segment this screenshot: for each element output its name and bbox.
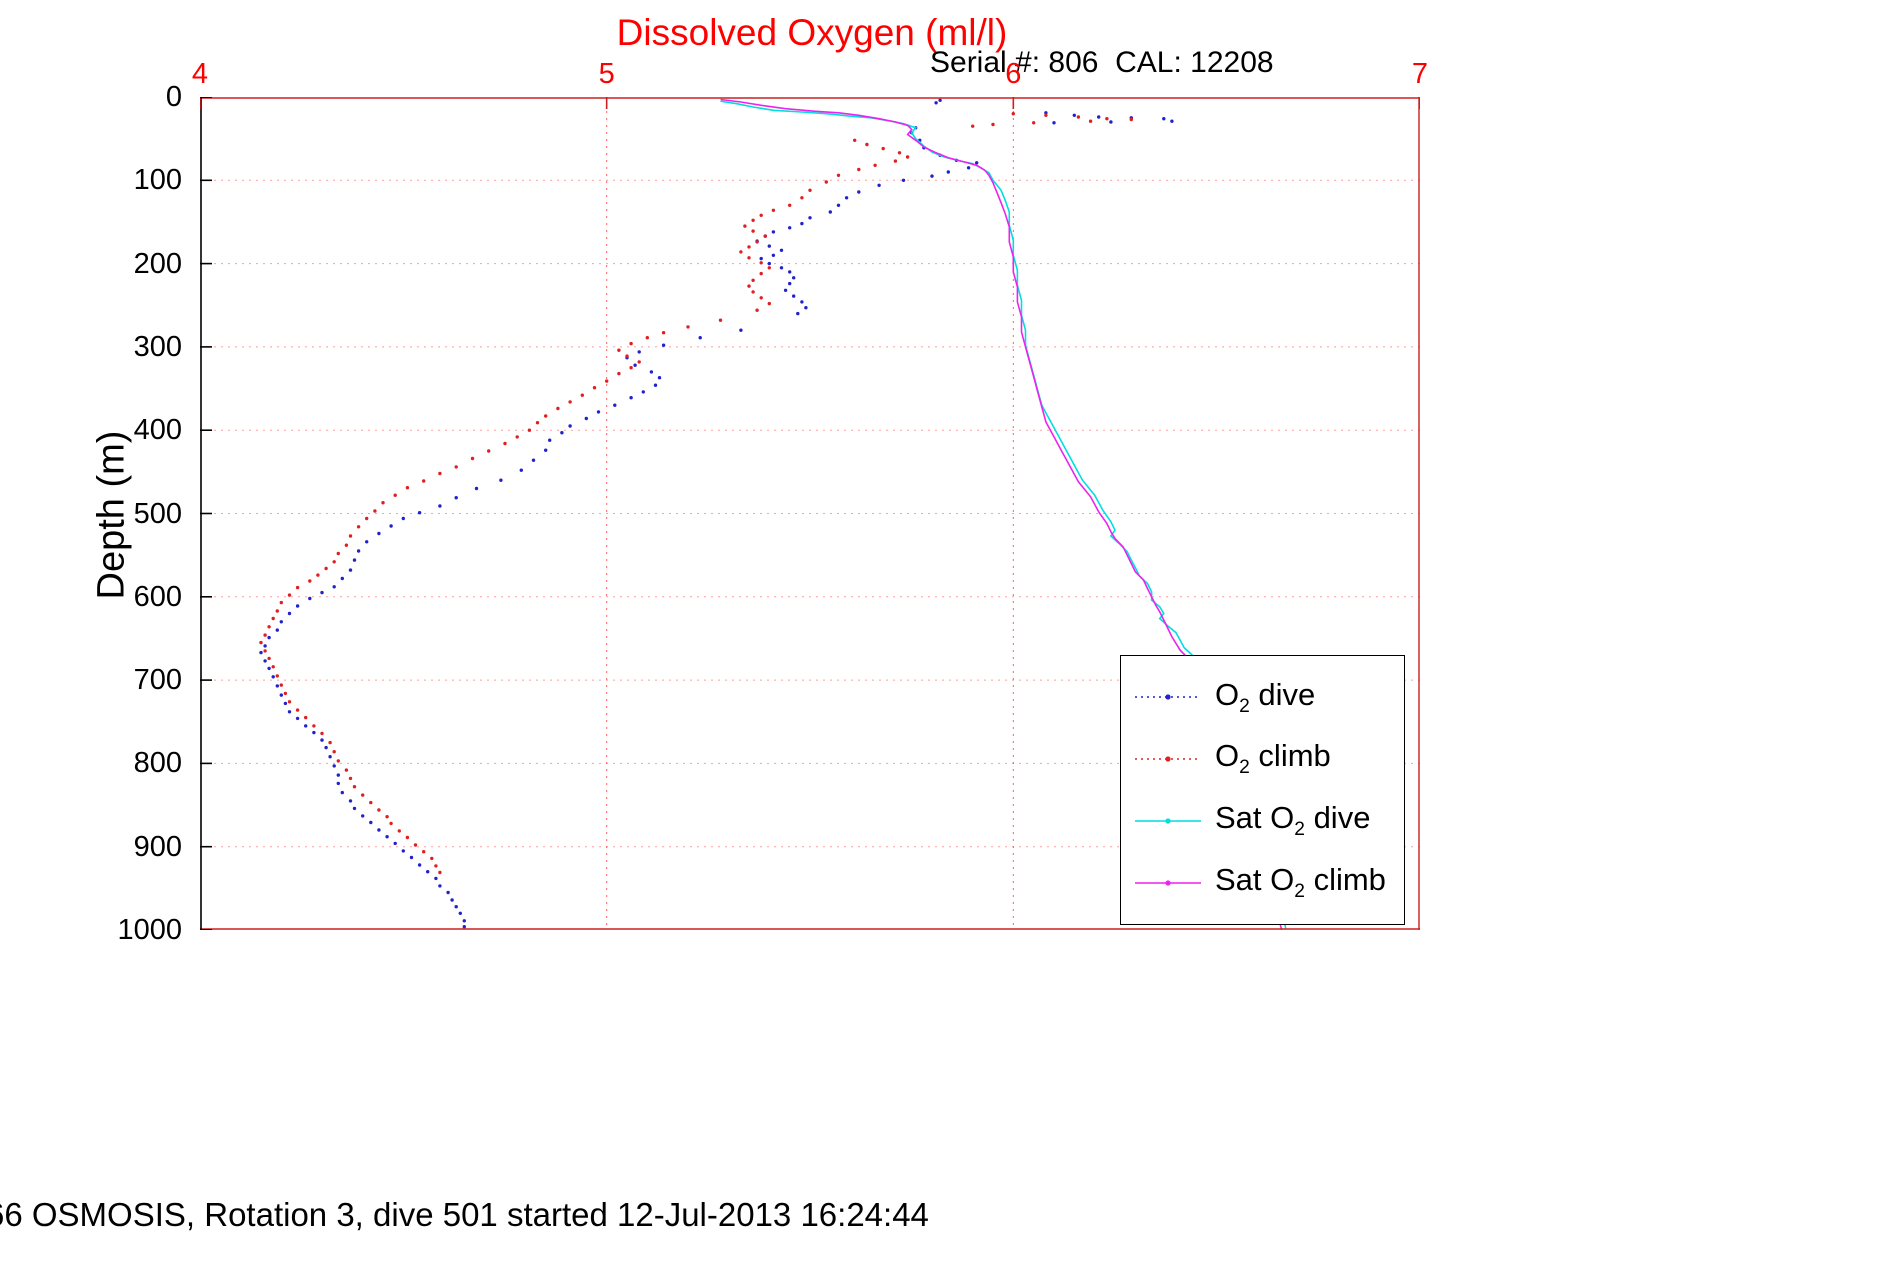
x-tick-label: 4 (191, 58, 209, 90)
legend-label: O2 dive (1215, 676, 1316, 717)
y-tick-label: 200 (133, 247, 182, 280)
legend-item: O2 dive (1135, 677, 1404, 718)
x-tick-label: 7 (1411, 58, 1429, 90)
legend-item: O2 climb (1135, 738, 1404, 779)
y-tick-label: 0 (165, 81, 182, 113)
y-tick-label: 300 (133, 330, 182, 363)
y-tick-label: 900 (133, 830, 182, 863)
y-tick-label: 500 (133, 497, 182, 530)
legend-item: Sat O2 dive (1135, 800, 1404, 841)
chart-subtitle: Serial #: 806 CAL: 12208 (930, 46, 1274, 79)
legend-item: Sat O2 climb (1135, 862, 1404, 903)
y-tick-label: 1000 (117, 914, 182, 946)
y-tick-label: 800 (133, 747, 182, 780)
legend-label: Sat O2 dive (1215, 800, 1371, 841)
legend-sample-line (1135, 818, 1201, 824)
x-tick-label: 6 (1005, 58, 1022, 90)
legend-label: O2 climb (1215, 738, 1331, 779)
legend-label: Sat O2 climb (1215, 862, 1386, 903)
legend: O2 dive O2 climb Sat O2 dive Sat O2 climb (1120, 655, 1405, 925)
y-tick-label: 600 (133, 580, 182, 613)
legend-sample-line (1135, 756, 1201, 762)
legend-sample-line (1135, 694, 1201, 700)
y-tick-label: 700 (133, 664, 182, 697)
legend-sample-line (1135, 880, 1201, 886)
figure-caption: 66 OSMOSIS, Rotation 3, dive 501 started… (0, 1196, 929, 1233)
y-tick-label: 400 (133, 414, 182, 447)
chart-title: Dissolved Oxygen (ml/l) (616, 12, 1008, 53)
y-tick-label: 100 (133, 164, 182, 197)
x-tick-label: 5 (598, 58, 615, 90)
